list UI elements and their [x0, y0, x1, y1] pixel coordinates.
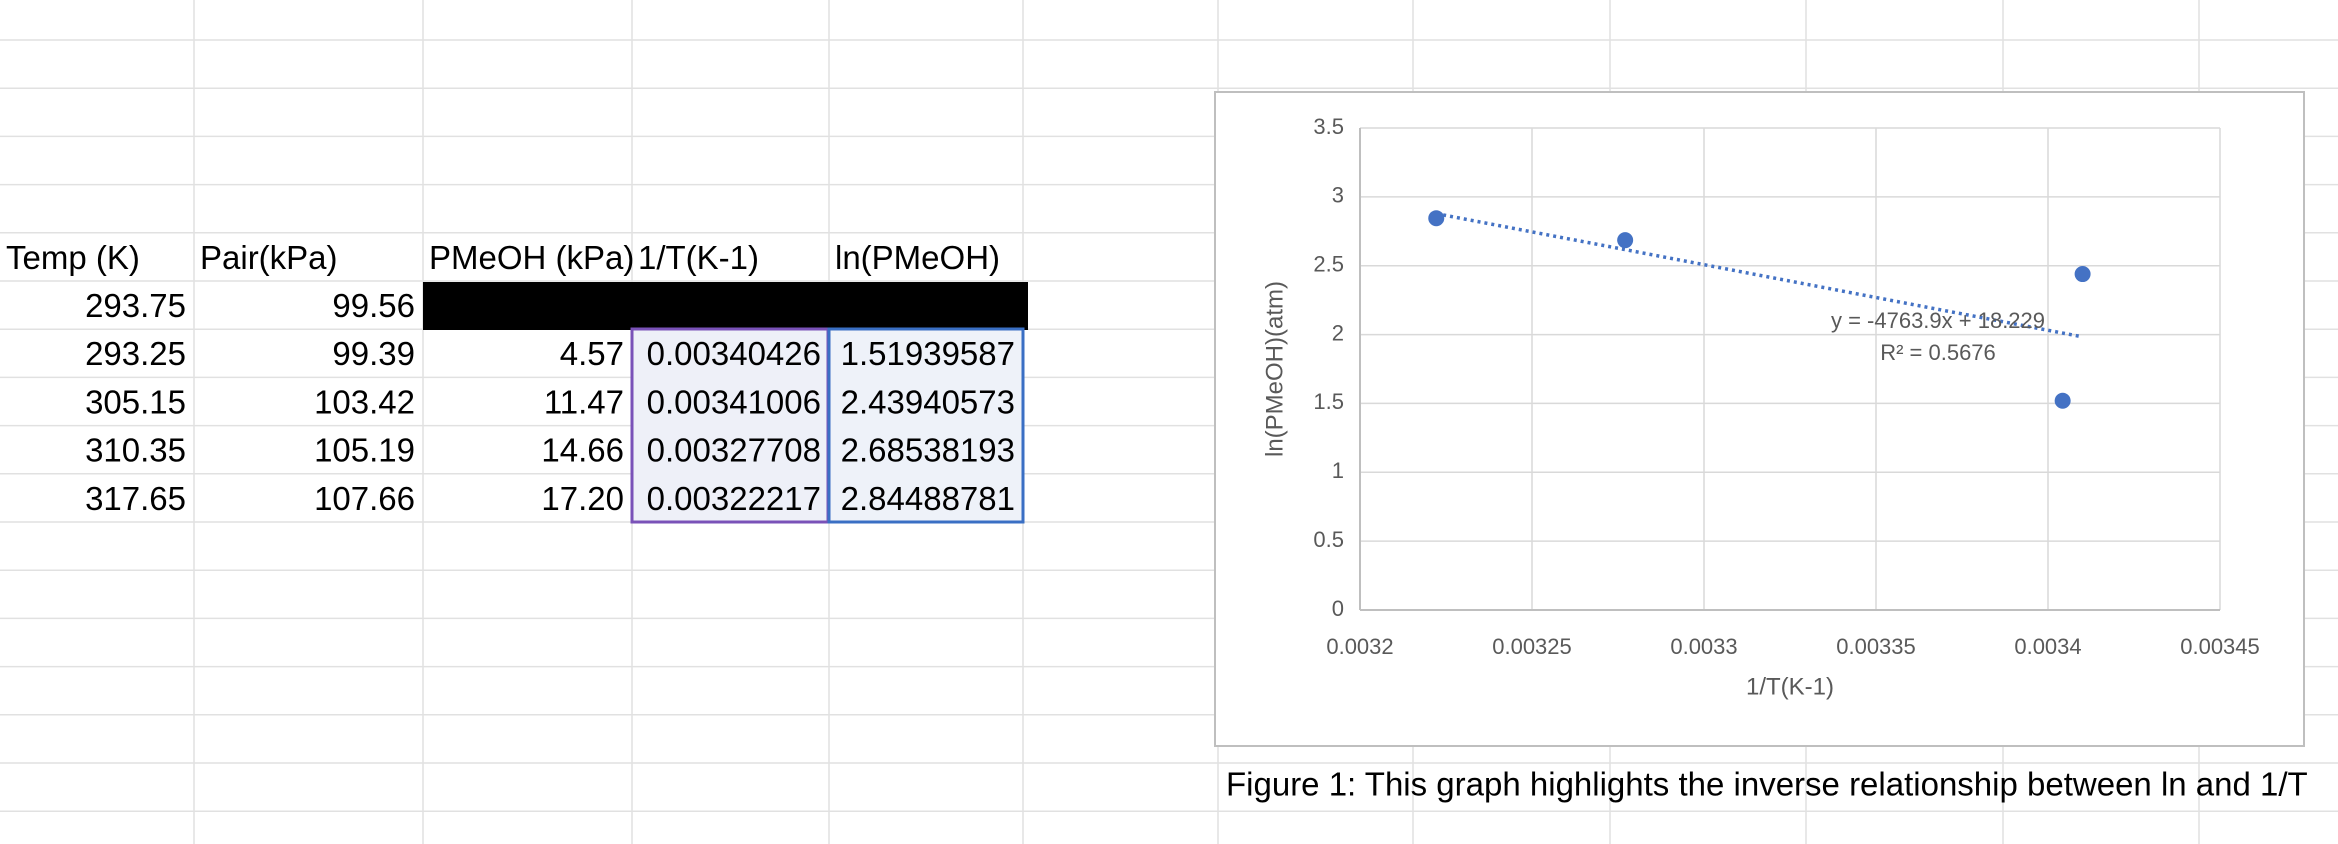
x-axis-title: 1/T(K-1): [1746, 673, 1834, 700]
cell: 2.43940573: [841, 383, 1015, 420]
point: [2054, 392, 2071, 409]
trendline: [1435, 211, 2083, 339]
y-tick-label: 0: [1332, 596, 1344, 621]
y-tick-label: 0.5: [1313, 527, 1344, 552]
cell: 0.00322217: [647, 480, 821, 517]
chart: 0 0.5 1 1.5 2 2.5 3 3.5 0.0032 0.00325 0.0033 0.003…: [1261, 114, 2259, 701]
cell: 105.19: [314, 432, 415, 469]
x-tick-label: 0.0034: [2014, 634, 2081, 659]
x-tick-label: 0.0032: [1326, 634, 1393, 659]
cell: 317.65: [85, 480, 186, 517]
cell: 0.00340426: [647, 335, 821, 372]
cell: 293.25: [85, 335, 186, 372]
trendline-equation: y = -4763.9x + 18.229: [1831, 308, 2045, 333]
y-tick-label: 2.5: [1313, 252, 1344, 277]
cell: 2.68538193: [841, 432, 1015, 469]
cell: 1.51939587: [841, 335, 1015, 372]
point: [2074, 266, 2091, 283]
cell: 0.00341006: [647, 383, 821, 420]
cell: 310.35: [85, 432, 186, 469]
trendline-r-squared: R² = 0.5676: [1880, 340, 1996, 365]
header-cell: Temp (K): [6, 239, 140, 276]
chart-area: [1214, 91, 2305, 747]
header-cell: PMeOH (kPa): [429, 239, 634, 276]
header-cell: 1/T(K-1): [638, 239, 759, 276]
cell: 107.66: [314, 480, 415, 517]
selection-fill: [633, 330, 828, 522]
filled-cells: [423, 282, 1028, 330]
selection-border: [827, 327, 1025, 524]
cell: 99.39: [332, 335, 415, 372]
x-tick-label: 0.00345: [2180, 634, 2260, 659]
header-cell: ln(PMeOH): [835, 239, 1000, 276]
selection-fill: [830, 330, 1023, 522]
cell: 17.20: [541, 480, 624, 517]
header-cell: Pair(kPa): [200, 239, 338, 276]
y-tick-label: 1.5: [1313, 389, 1344, 414]
cell: 99.56: [332, 287, 415, 324]
y-tick-label: 3: [1332, 183, 1344, 208]
cell: 293.75: [85, 287, 186, 324]
cell: 11.47: [544, 383, 624, 420]
cell: 0.00327708: [647, 432, 821, 469]
cell: 2.84488781: [841, 480, 1015, 517]
y-tick-label: 3.5: [1313, 114, 1344, 139]
y-tick-label: 2: [1332, 320, 1344, 345]
cells: Temp (K) Pair(kPa) PMeOH (kPa) 1/T(K-1) ln(P…: [6, 239, 1015, 517]
point: [1617, 232, 1634, 249]
x-tick-label: 0.00335: [1836, 634, 1916, 659]
figure-caption: Figure 1: This graph highlights the inve…: [1226, 766, 2308, 803]
cell: 305.15: [85, 383, 186, 420]
y-tick-label: 1: [1332, 458, 1344, 483]
cell: 4.57: [560, 335, 624, 372]
cell: 14.66: [541, 432, 624, 469]
cell: 103.42: [314, 383, 415, 420]
y-axis-title: ln(PMeOH)(atm): [1261, 281, 1288, 457]
x-tick-label: 0.00325: [1492, 634, 1572, 659]
point: [1428, 210, 1445, 227]
x-tick-label: 0.0033: [1670, 634, 1737, 659]
